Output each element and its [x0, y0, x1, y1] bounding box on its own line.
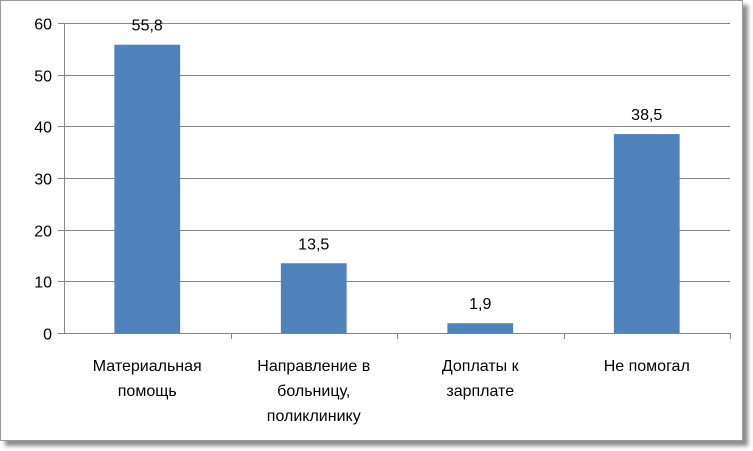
x-category-label: Направление в больницу, поликлинику: [257, 358, 370, 425]
bars: [114, 44, 680, 333]
bar: [114, 44, 181, 333]
data-labels: 55,8 13,5 1,9 38,5: [132, 18, 663, 313]
bar: [280, 263, 347, 333]
x-category-line: помощь: [118, 383, 177, 400]
x-category-label: Не помогал: [604, 358, 690, 375]
x-category-line: Доплаты к: [442, 358, 520, 375]
x-category-label: Материальная помощь: [93, 358, 202, 400]
y-tick-label: 20: [34, 224, 52, 241]
data-label: 13,5: [298, 236, 329, 253]
x-category-line: Направление в: [257, 358, 370, 375]
data-label: 38,5: [631, 107, 662, 124]
x-category-label: Доплаты к зарплате: [442, 358, 520, 400]
bar: [447, 323, 514, 333]
y-tick-label: 10: [34, 275, 52, 292]
x-category-line: зарплате: [446, 383, 514, 400]
x-category-line: Не помогал: [604, 358, 690, 375]
data-label: 55,8: [132, 18, 163, 35]
x-axis-categories: Материальная помощь Направление в больницу,…: [93, 358, 690, 425]
y-axis-ticks: 0 10 20 30 40 50 60: [34, 17, 64, 344]
y-tick-label: 0: [43, 327, 52, 344]
bar: [613, 134, 680, 333]
axes: [64, 23, 731, 339]
x-category-line: поликлинику: [267, 408, 361, 425]
y-tick-label: 30: [34, 172, 52, 189]
x-category-line: Материальная: [93, 358, 202, 375]
y-tick-label: 40: [34, 120, 52, 137]
y-tick-label: 50: [34, 69, 52, 86]
data-label: 1,9: [469, 296, 491, 313]
x-category-line: больницу,: [277, 383, 350, 400]
y-tick-label: 60: [34, 17, 52, 34]
